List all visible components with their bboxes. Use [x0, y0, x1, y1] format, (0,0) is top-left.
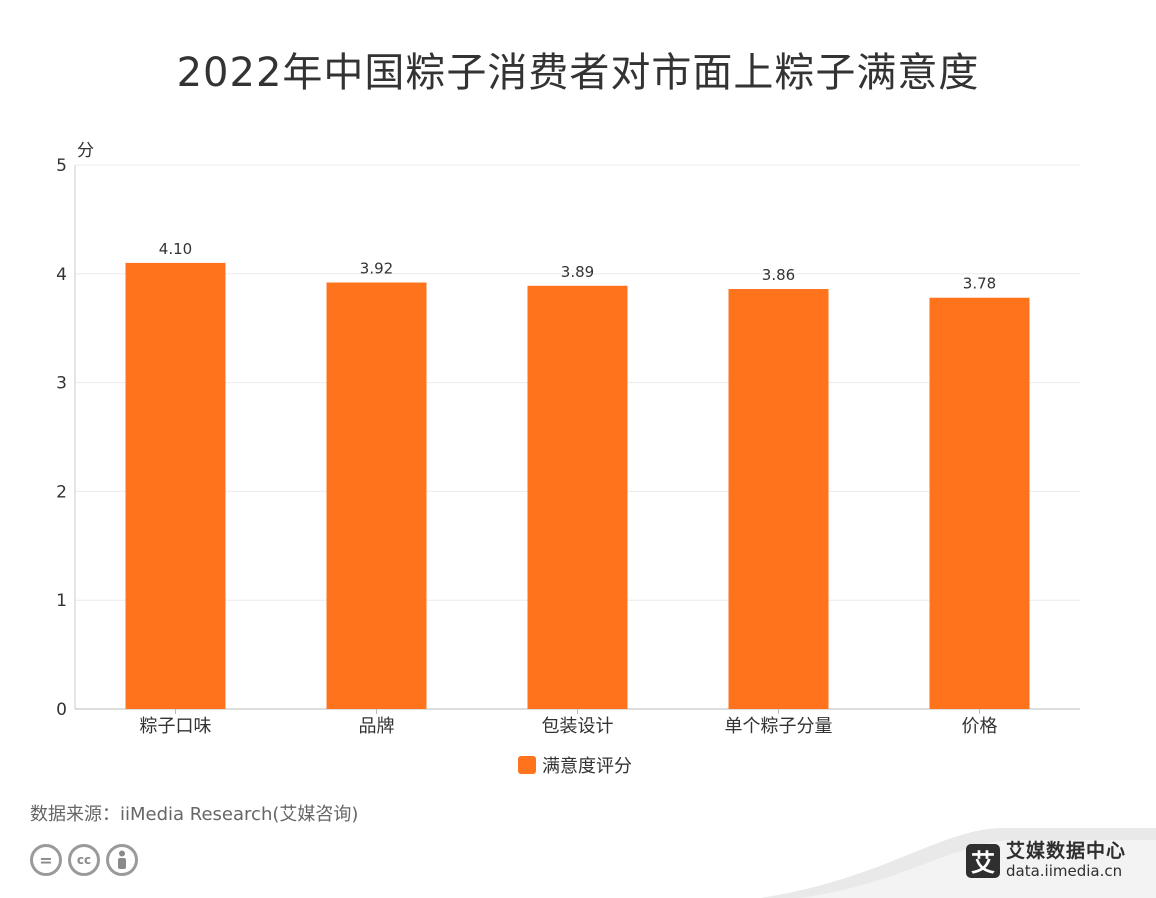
legend-swatch	[518, 756, 536, 774]
chart-title: 2022年中国粽子消费者对市面上粽子满意度	[176, 50, 980, 96]
x-tick-label: 包装设计	[542, 716, 614, 737]
data-label: 4.10	[159, 240, 192, 258]
equals-icon: =	[30, 844, 62, 876]
y-tick-label: 4	[56, 265, 67, 285]
data-label: 3.92	[360, 260, 393, 278]
data-label: 3.89	[561, 263, 594, 281]
person-icon	[106, 844, 138, 876]
bar-chart: 0 1 2 3 4 5分 4.10 粽子口味 3.92 品牌 3.89 包装设计 3.86 单个粽子分量 3…	[56, 141, 1080, 737]
brand-url: data.iimedia.cn	[1006, 862, 1123, 880]
license-icons: = cc	[30, 844, 138, 876]
y-tick-label: 1	[56, 591, 67, 611]
data-label: 3.86	[762, 266, 795, 284]
bar	[929, 297, 1030, 709]
y-tick-label: 2	[56, 482, 67, 502]
data-source: 数据来源：iiMedia Research(艾媒咨询)	[30, 804, 359, 825]
x-tick-label: 品牌	[359, 716, 395, 737]
x-tick-label: 粽子口味	[140, 716, 212, 737]
y-axis-label: 分	[77, 141, 94, 161]
x-tick-label: 单个粽子分量	[725, 716, 833, 737]
legend[interactable]: 满意度评分	[518, 752, 632, 778]
bar	[527, 285, 628, 709]
brand-name: 艾媒数据中心	[1006, 840, 1127, 862]
bar	[728, 289, 829, 709]
cc-icon: cc	[68, 844, 100, 876]
y-tick-label: 5	[56, 156, 67, 176]
brand-mark: 艾	[966, 843, 1000, 878]
y-tick-label: 3	[56, 374, 67, 394]
bar	[326, 282, 427, 709]
data-label: 3.78	[963, 275, 996, 293]
legend-label: 满意度评分	[542, 756, 632, 777]
y-tick-label: 0	[56, 700, 67, 720]
bar	[125, 262, 226, 709]
brand-logo[interactable]: 艾 艾媒数据中心 data.iimedia.cn	[966, 842, 1126, 879]
x-tick-label: 价格	[962, 716, 998, 737]
